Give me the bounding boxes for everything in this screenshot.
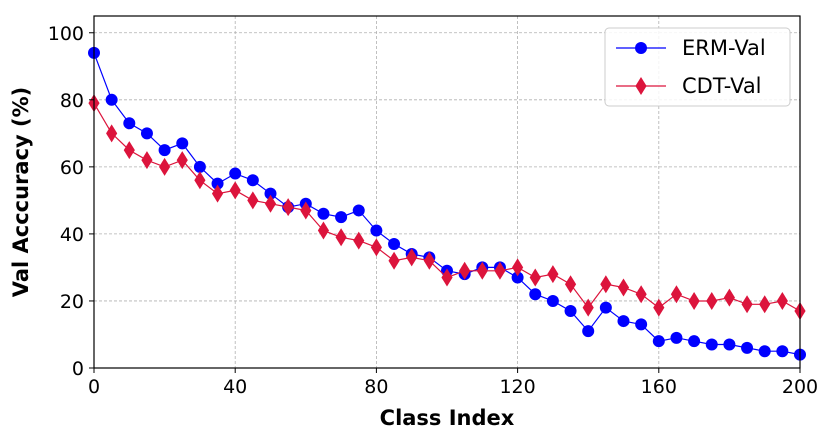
diamond-marker xyxy=(459,261,471,280)
circle-marker xyxy=(317,207,330,220)
diamond-marker xyxy=(141,151,153,170)
diamond-marker xyxy=(406,248,418,267)
diamond-marker xyxy=(370,238,382,257)
diamond-marker xyxy=(194,171,206,190)
legend: ERM-Val CDT-Val xyxy=(604,27,791,107)
x-tick-label: 120 xyxy=(499,376,535,398)
circle-marker xyxy=(670,331,683,344)
diamond-marker xyxy=(670,285,683,304)
x-tick-label: 160 xyxy=(641,376,677,398)
circle-marker xyxy=(246,174,259,187)
diamond-marker xyxy=(441,268,453,287)
diamond-marker xyxy=(211,184,224,203)
circle-marker xyxy=(511,271,524,284)
diamond-marker xyxy=(106,124,118,143)
diamond-marker xyxy=(317,221,330,240)
series-erm-val xyxy=(88,46,806,361)
diamond-marker xyxy=(617,278,630,297)
circle-marker xyxy=(723,338,736,351)
y-tick-label: 0 xyxy=(72,358,84,380)
circle-marker xyxy=(158,144,171,157)
diamond-marker xyxy=(247,191,259,210)
x-tick-label: 80 xyxy=(364,376,388,398)
diamond-marker xyxy=(741,295,753,314)
circle-marker xyxy=(582,325,595,338)
y-tick-label: 80 xyxy=(60,90,84,112)
legend-diamond-marker xyxy=(635,77,647,95)
data-series xyxy=(88,46,806,361)
x-axis-title: Class Index xyxy=(380,406,515,430)
x-tick-label: 0 xyxy=(88,376,100,398)
circle-marker xyxy=(635,318,648,331)
circle-marker xyxy=(599,301,612,314)
axis-ticks: 0 40 80 120 160 200 0 20 40 60 80 100 xyxy=(48,23,818,398)
y-tick-label: 60 xyxy=(60,157,84,179)
diamond-marker xyxy=(653,298,665,317)
diamond-marker xyxy=(123,141,135,160)
circle-marker xyxy=(529,288,542,301)
diamond-marker xyxy=(264,194,277,213)
diamond-marker xyxy=(688,291,700,310)
diamond-marker xyxy=(176,151,188,170)
circle-marker xyxy=(617,315,630,328)
diamond-marker xyxy=(564,275,577,294)
circle-marker xyxy=(776,345,789,358)
diamond-marker xyxy=(159,157,171,176)
circle-marker xyxy=(123,117,136,130)
diamond-marker xyxy=(547,265,559,284)
diamond-marker xyxy=(706,291,718,310)
circle-marker xyxy=(140,127,153,140)
circle-marker xyxy=(176,137,189,150)
circle-marker xyxy=(352,204,365,217)
circle-marker xyxy=(546,294,559,307)
diamond-marker xyxy=(529,268,541,287)
diamond-marker xyxy=(635,285,647,304)
circle-marker xyxy=(564,305,577,318)
circle-marker xyxy=(211,177,224,190)
diamond-marker xyxy=(494,261,506,280)
circle-marker xyxy=(652,335,665,348)
y-tick-label: 40 xyxy=(60,224,84,246)
diamond-marker xyxy=(600,275,612,294)
legend-label: ERM-Val xyxy=(682,36,766,60)
circle-marker xyxy=(758,345,771,358)
circle-marker xyxy=(688,335,701,348)
circle-marker xyxy=(370,224,383,237)
legend-item: ERM-Val xyxy=(616,36,766,60)
circle-marker xyxy=(705,338,718,351)
x-tick-label: 40 xyxy=(223,376,247,398)
diamond-marker xyxy=(776,291,788,310)
circle-marker xyxy=(229,167,242,180)
diamond-marker xyxy=(282,198,294,217)
y-tick-label: 100 xyxy=(48,23,84,45)
diamond-marker xyxy=(512,258,524,277)
plot-frame xyxy=(93,15,801,369)
y-axis-title: Val Acccuracy (%) xyxy=(9,87,33,298)
circle-marker xyxy=(335,211,348,224)
legend-circle-marker xyxy=(635,42,647,54)
diamond-marker xyxy=(335,228,347,247)
diamond-marker xyxy=(300,201,312,220)
diamond-marker xyxy=(353,231,365,250)
legend-label: CDT-Val xyxy=(682,74,762,98)
diamond-marker xyxy=(582,298,594,317)
diamond-marker xyxy=(723,288,735,307)
circle-marker xyxy=(388,237,401,250)
diamond-marker xyxy=(759,295,771,314)
legend-item: CDT-Val xyxy=(616,74,762,98)
circle-marker xyxy=(264,187,277,200)
series-cdt-val xyxy=(88,94,806,321)
circle-marker xyxy=(193,160,206,173)
x-tick-label: 200 xyxy=(782,376,818,398)
circle-marker xyxy=(105,93,118,106)
diamond-marker xyxy=(229,181,241,200)
diamond-marker xyxy=(388,251,400,270)
circle-marker xyxy=(741,341,754,354)
diamond-marker xyxy=(423,251,435,270)
y-tick-label: 20 xyxy=(60,291,84,313)
diamond-marker xyxy=(476,261,488,280)
